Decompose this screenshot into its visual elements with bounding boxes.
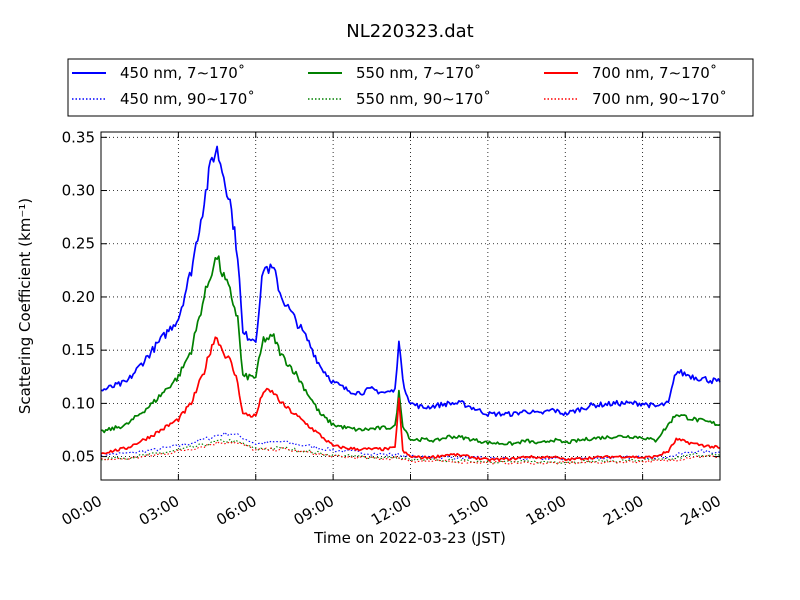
- series-line: [100, 438, 721, 464]
- legend-label: 450 nm, 7∼170˚: [120, 64, 245, 82]
- series-line: [101, 255, 721, 446]
- x-tick-label: 12:00: [368, 492, 414, 529]
- series-layer: [100, 145, 721, 465]
- ticks: 00:00 03:00 06:00 09:00 12:00 15:00 18:00 21:00…: [59, 128, 724, 529]
- legend-label: 450 nm, 90∼170˚: [120, 90, 255, 108]
- x-tick-label: 00:00: [59, 492, 105, 529]
- series-line: [101, 440, 721, 465]
- y-tick-label: 0.10: [62, 394, 95, 412]
- grid: [101, 132, 720, 480]
- legend-label: 550 nm, 90∼170˚: [356, 90, 491, 108]
- y-tick-label: 0.35: [62, 128, 95, 146]
- x-tick-label: 06:00: [213, 492, 259, 529]
- x-tick-label: 21:00: [600, 492, 646, 529]
- legend-box: [67, 58, 754, 117]
- x-axis-label: Time on 2022-03-23 (JST): [313, 529, 506, 547]
- series-line: [100, 336, 721, 462]
- chart-title: NL220323.dat: [346, 21, 473, 42]
- legend: 450 nm, 7∼170˚ 550 nm, 7∼170˚ 700 nm, 7∼17…: [67, 58, 754, 117]
- x-tick-label: 15:00: [445, 492, 491, 529]
- y-tick-label: 0.20: [62, 288, 95, 306]
- x-tick-label: 03:00: [136, 492, 182, 529]
- x-tick-label: 24:00: [678, 492, 724, 529]
- legend-label: 550 nm, 7∼170˚: [356, 64, 481, 82]
- x-tick-label: 09:00: [291, 492, 337, 529]
- y-tick-label: 0.05: [62, 448, 95, 466]
- series-line: [100, 145, 721, 418]
- y-tick-label: 0.15: [62, 341, 95, 359]
- y-tick-label: 0.30: [62, 182, 95, 200]
- y-tick-label: 0.25: [62, 235, 95, 253]
- y-axis-label: Scattering Coefficient (km⁻¹): [16, 198, 34, 414]
- legend-label: 700 nm, 90∼170˚: [592, 90, 727, 108]
- legend-label: 700 nm, 7∼170˚: [592, 64, 717, 82]
- x-tick-label: 18:00: [523, 492, 569, 529]
